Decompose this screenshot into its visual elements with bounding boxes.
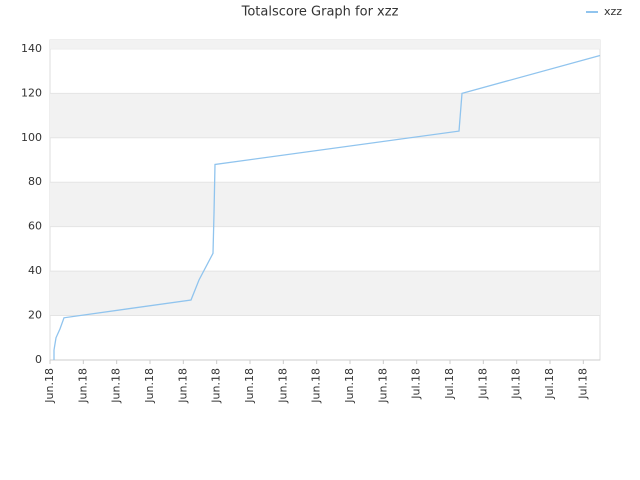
x-tick-label: Jul.18 bbox=[410, 368, 423, 400]
y-tick-label: 0 bbox=[35, 353, 42, 366]
x-tick-label: Jun.18 bbox=[110, 368, 123, 404]
x-tick-label: Jul.18 bbox=[543, 368, 556, 400]
x-tick-label: Jun.18 bbox=[310, 368, 323, 404]
x-tick-label: Jun.18 bbox=[376, 368, 389, 404]
x-tick-label: Jul.18 bbox=[443, 368, 456, 400]
chart-title: Totalscore Graph for xzz bbox=[241, 5, 399, 20]
x-tick-label: Jul.18 bbox=[476, 368, 489, 400]
grid-band bbox=[50, 182, 600, 227]
x-tick-label: Jun.18 bbox=[76, 368, 89, 404]
y-tick-label: 60 bbox=[28, 220, 42, 233]
x-tick-label: Jun.18 bbox=[143, 368, 156, 404]
grid-band bbox=[50, 271, 600, 316]
y-tick-label: 80 bbox=[28, 175, 42, 188]
y-tick-label: 140 bbox=[21, 42, 42, 55]
x-tick-label: Jun.18 bbox=[243, 368, 256, 404]
x-tick-label: Jul.18 bbox=[576, 368, 589, 400]
y-tick-label: 40 bbox=[28, 264, 42, 277]
x-tick-label: Jun.18 bbox=[343, 368, 356, 404]
grid-band bbox=[50, 40, 600, 49]
data-line bbox=[53, 54, 601, 360]
x-tick-label: Jun.18 bbox=[276, 368, 289, 404]
y-tick-label: 120 bbox=[21, 86, 42, 99]
legend-label: xzz bbox=[604, 5, 622, 18]
grid-band bbox=[50, 93, 600, 138]
y-tick-label: 20 bbox=[28, 309, 42, 322]
x-tick-label: Jun.18 bbox=[176, 368, 189, 404]
y-tick-label: 100 bbox=[21, 131, 42, 144]
x-tick-label: Jul.18 bbox=[510, 368, 523, 400]
x-tick-label: Jun.18 bbox=[210, 368, 223, 404]
x-tick-label: Jun.18 bbox=[43, 368, 56, 404]
